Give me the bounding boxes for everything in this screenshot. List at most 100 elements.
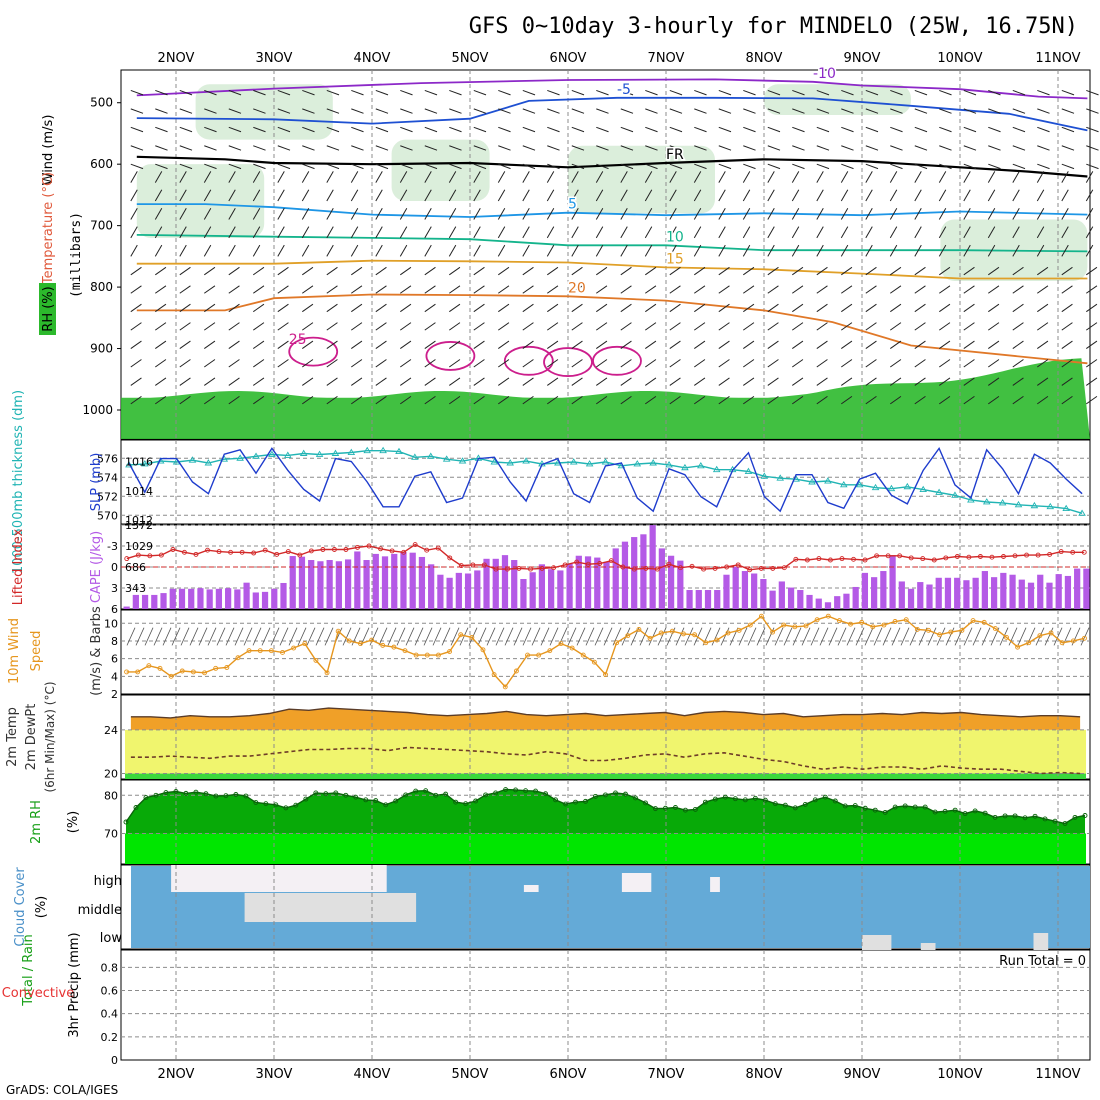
wind-barb (816, 126, 830, 133)
wind-barb (718, 285, 730, 294)
wind-barb (972, 627, 982, 646)
lifted-index-line-point (908, 555, 914, 561)
cape-bar (815, 598, 822, 609)
thickness-line-point (236, 454, 244, 461)
lifted-index-line-point (966, 554, 972, 560)
cape-bar (151, 594, 158, 609)
wind-barb (988, 395, 1000, 405)
x-tick-label-top: 7NOV (648, 51, 685, 66)
y-tick-label: 570 (97, 509, 118, 522)
wind-barb (473, 340, 485, 349)
wind-barb (399, 207, 408, 220)
wind-barb (253, 322, 265, 331)
wind-barb (1061, 163, 1075, 170)
wind-speed-line-point (703, 640, 709, 646)
wind-barb (914, 108, 928, 114)
wind-barb (301, 244, 310, 257)
wind-speed-line-point (558, 641, 564, 647)
lifted-index-line-point (331, 547, 337, 552)
wind-barb (498, 126, 511, 133)
wind-barb (1085, 189, 1094, 202)
wind-barb (179, 226, 187, 239)
thickness-line-point (141, 460, 149, 467)
wind-barb (890, 108, 903, 114)
wind-barb (694, 266, 706, 276)
wind-barb (228, 126, 242, 133)
cape-bar (538, 564, 546, 609)
wind-barb (350, 244, 359, 257)
wind-barb (130, 359, 142, 368)
wind-barb (644, 189, 653, 202)
wind-barb (596, 377, 608, 386)
wind-barb (498, 145, 511, 151)
rh-line-point (463, 801, 469, 807)
cape-bar (594, 557, 601, 609)
wind-barb (890, 395, 902, 405)
rh-shading-patch (568, 145, 715, 214)
wind-barb (179, 303, 191, 313)
lifted-index-line-point (551, 565, 557, 571)
rh-line-point (652, 806, 658, 812)
wind-barb (571, 207, 579, 220)
wind-barb (767, 359, 779, 368)
lifted-index-line-point (1047, 551, 1053, 557)
rh-line-point (962, 811, 968, 817)
wind-barb (155, 163, 168, 170)
wind-barb (375, 171, 383, 183)
wind-barb (522, 171, 530, 183)
wind-barb (620, 145, 634, 151)
wind-barb (189, 627, 199, 646)
wind-barb (684, 627, 694, 646)
lifted-index-line-point (920, 556, 926, 562)
wind-barb (816, 322, 828, 331)
wind-barb (302, 303, 314, 313)
wind-barb (1012, 108, 1026, 114)
wind-barb (988, 359, 1000, 368)
rh-line-point (603, 792, 608, 798)
wind-barb (693, 226, 702, 239)
wind-barb (498, 322, 510, 331)
wind-barb (865, 340, 877, 349)
wind-barb (963, 171, 971, 183)
rh-line-point (1062, 821, 1068, 826)
wind-barb (424, 189, 432, 202)
wind-barb (498, 359, 510, 368)
wind-barb (963, 303, 975, 313)
wind-speed-line-point (1059, 640, 1065, 646)
rh-legend-swatch (39, 283, 56, 335)
wind-barb (987, 189, 996, 202)
wind-barb (449, 285, 461, 294)
cape-bar (372, 553, 379, 609)
wind-barb (400, 303, 412, 313)
wind-barb (154, 226, 163, 239)
rh-line-point (353, 794, 359, 800)
wind-barb (963, 627, 973, 646)
wind-barb (277, 89, 291, 96)
cape-bar (446, 577, 453, 609)
wind-barb (981, 627, 991, 646)
wind-barb (963, 244, 971, 257)
wind-barb (547, 340, 559, 349)
wind-barb (841, 266, 853, 276)
wind-barb (890, 163, 903, 170)
wind-barb (424, 359, 436, 368)
wind-speed-line-point (881, 622, 887, 628)
axis-label-temperature: Temperature (°C) (41, 172, 56, 285)
wind-barb (767, 340, 779, 349)
wind-barb (171, 627, 181, 646)
wind-barb (473, 108, 487, 114)
wind-barb (1085, 226, 1094, 239)
axis-label-total-rain: Total / Rain (21, 934, 36, 1007)
thickness-line-point (458, 457, 467, 464)
wind-barb (547, 322, 559, 331)
rh-line-point (283, 805, 289, 811)
cape-bar (621, 541, 629, 609)
wind-barb (596, 322, 608, 331)
wind-barb (669, 226, 677, 239)
wind-barb (865, 189, 873, 202)
wind-barb (400, 163, 413, 170)
lifted-index-line-point (528, 566, 533, 572)
wind-barb (375, 108, 389, 114)
lifted-index-line-point (585, 561, 591, 567)
wind-barb (351, 89, 364, 96)
